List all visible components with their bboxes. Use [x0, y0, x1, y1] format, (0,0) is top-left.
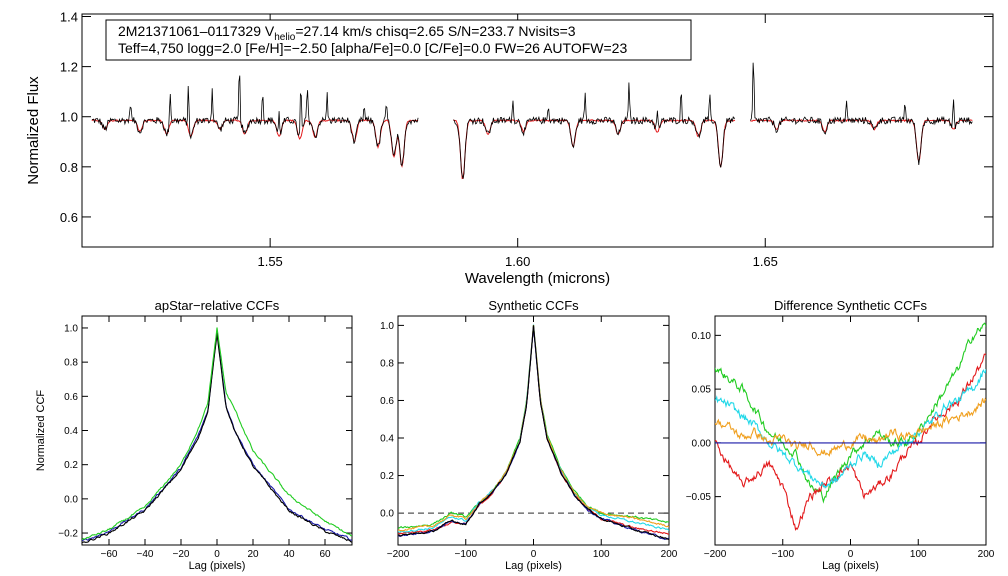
ccf-series-red — [398, 325, 669, 535]
synthetic-ccf-frame — [397, 315, 670, 546]
x-tick-label: −100 — [454, 549, 477, 560]
y-tick-label: 0.05 — [692, 385, 712, 396]
x-tick-label: 100 — [593, 549, 610, 560]
chart-title: apStar−relative CCFs — [155, 298, 280, 313]
x-tick-label: 20 — [247, 549, 259, 560]
ccf-series-visit-1 — [82, 331, 352, 542]
y-tick-label: 1.0 — [60, 110, 78, 125]
spectrum-panel: 1.55 1.60 1.65 0.6 0.8 1.0 1.2 1.4 Wavelength (m… — [25, 10, 994, 287]
y-tick-label: −0.05 — [686, 492, 712, 503]
y-tick-label: 0.2 — [380, 471, 394, 482]
y-tick-label: 0.8 — [64, 358, 78, 369]
y-tick-label: 0.6 — [380, 396, 394, 407]
ccf-series-orange — [398, 324, 669, 532]
x-tick-label: −60 — [101, 549, 118, 560]
y-tick-label: 0.8 — [60, 160, 78, 175]
x-axis-label: Wavelength (microns) — [465, 270, 610, 287]
ccf-series-green — [398, 324, 669, 530]
y-tick-label: 0.4 — [380, 434, 394, 445]
vhelio-value: =27.14 km/s — [295, 23, 376, 39]
x-tick-label: 200 — [978, 549, 995, 560]
sn-value: S/N=233.7 — [448, 23, 518, 39]
y-tick-label: 0.4 — [64, 426, 78, 437]
info-box: 2M21371061–0117329 Vhelio=27.14 km/s chi… — [105, 19, 692, 61]
y-tick-label: 0.6 — [64, 392, 78, 403]
ccf-series-black — [398, 325, 669, 541]
x-tick-label: −200 — [704, 549, 727, 560]
y-tick-label: 1.2 — [60, 60, 78, 75]
ccf-series-blue — [398, 326, 669, 540]
synthetic-ccf-plot-area — [398, 324, 669, 541]
observed-spectrum-segment-1 — [91, 75, 419, 167]
x-tick-label: −100 — [771, 549, 794, 560]
x-tick-label: 1.55 — [257, 254, 282, 269]
x-axis-label: Lag (pixels) — [822, 560, 879, 572]
ccf-series-red — [715, 353, 986, 532]
x-tick-label: 0 — [214, 549, 220, 560]
info-line-1: 2M21371061–0117329 Vhelio=27.14 km/s chi… — [118, 23, 576, 43]
x-tick-label: 0 — [848, 549, 854, 560]
x-tick-label: 1.65 — [753, 254, 778, 269]
y-tick-label: 1.0 — [64, 323, 78, 334]
y-tick-label: −0.2 — [58, 529, 78, 540]
y-tick-label: 1.0 — [380, 321, 394, 332]
observed-spectrum-segment-3 — [750, 62, 973, 165]
ccf-series-orange — [715, 397, 986, 457]
difference-ccf-panel: −200 −100 0 100 200 −0.05 0.00 0.05 0.10 Differen… — [686, 298, 995, 572]
x-tick-label: 100 — [910, 549, 927, 560]
x-tick-label: −40 — [137, 549, 154, 560]
x-tick-label: 200 — [661, 549, 678, 560]
x-tick-label: −200 — [387, 549, 410, 560]
ccf-series-cyan — [398, 324, 669, 533]
info-box-frame — [105, 19, 692, 61]
model-spectrum-segment-2 — [453, 118, 736, 180]
y-tick-label: 0.00 — [692, 438, 712, 449]
apstar-ccf-panel: −60 −40 −20 0 20 40 60 −0.2 0.0 0.2 0.4 0.6 0.8 1.0 ap… — [35, 298, 353, 572]
observed-spectrum-segment-2 — [453, 82, 736, 179]
y-tick-label: 0.2 — [64, 460, 78, 471]
vhelio-label: V — [265, 23, 275, 39]
apstar-ccf-plot-area — [82, 327, 352, 543]
spectrum-plot-area — [91, 62, 973, 180]
model-spectrum-segment-3 — [750, 118, 973, 163]
difference-ccf-plot-area — [715, 322, 986, 532]
ccf-series-green — [715, 322, 986, 504]
stellar-parameters: Teff=4,750 logg=2.0 [Fe/H]=−2.50 [alpha/… — [118, 40, 627, 56]
nvisits-value: Nvisits=3 — [518, 23, 575, 39]
x-axis-label: Lag (pixels) — [189, 560, 246, 572]
y-tick-label: 0.0 — [380, 509, 394, 520]
y-tick-label: 0.8 — [380, 358, 394, 369]
model-spectrum-segment-1 — [91, 118, 419, 168]
star-id: 2M21371061–0117329 — [118, 23, 265, 39]
chart-title: Synthetic CCFs — [488, 298, 579, 313]
x-tick-label: 60 — [319, 549, 331, 560]
y-axis-label: Normalized CCF — [35, 390, 47, 472]
ccf-series-cyan — [715, 368, 986, 489]
y-tick-label: 0.10 — [692, 331, 712, 342]
spectrum-frame — [81, 13, 994, 248]
chart-title: Difference Synthetic CCFs — [774, 298, 927, 313]
ccf-series-visit-2 — [82, 332, 352, 543]
vhelio-subscript: helio — [274, 32, 296, 43]
x-axis-label: Lag (pixels) — [505, 560, 562, 572]
y-tick-label: 0.6 — [60, 210, 78, 225]
chisq-value: chisq=2.65 — [376, 23, 448, 39]
synthetic-ccf-panel: −200 −100 0 100 200 0.0 0.2 0.4 0.6 0.8 1.0 Synthet… — [380, 298, 678, 572]
ccf-series-visit-3 — [82, 327, 352, 541]
y-tick-label: 1.4 — [60, 10, 78, 25]
y-tick-label: 0.0 — [64, 494, 78, 505]
x-tick-label: 1.60 — [505, 254, 530, 269]
x-tick-label: −20 — [173, 549, 190, 560]
y-axis-label: Normalized Flux — [25, 76, 42, 185]
x-tick-label: 0 — [531, 549, 537, 560]
x-tick-label: 40 — [283, 549, 295, 560]
